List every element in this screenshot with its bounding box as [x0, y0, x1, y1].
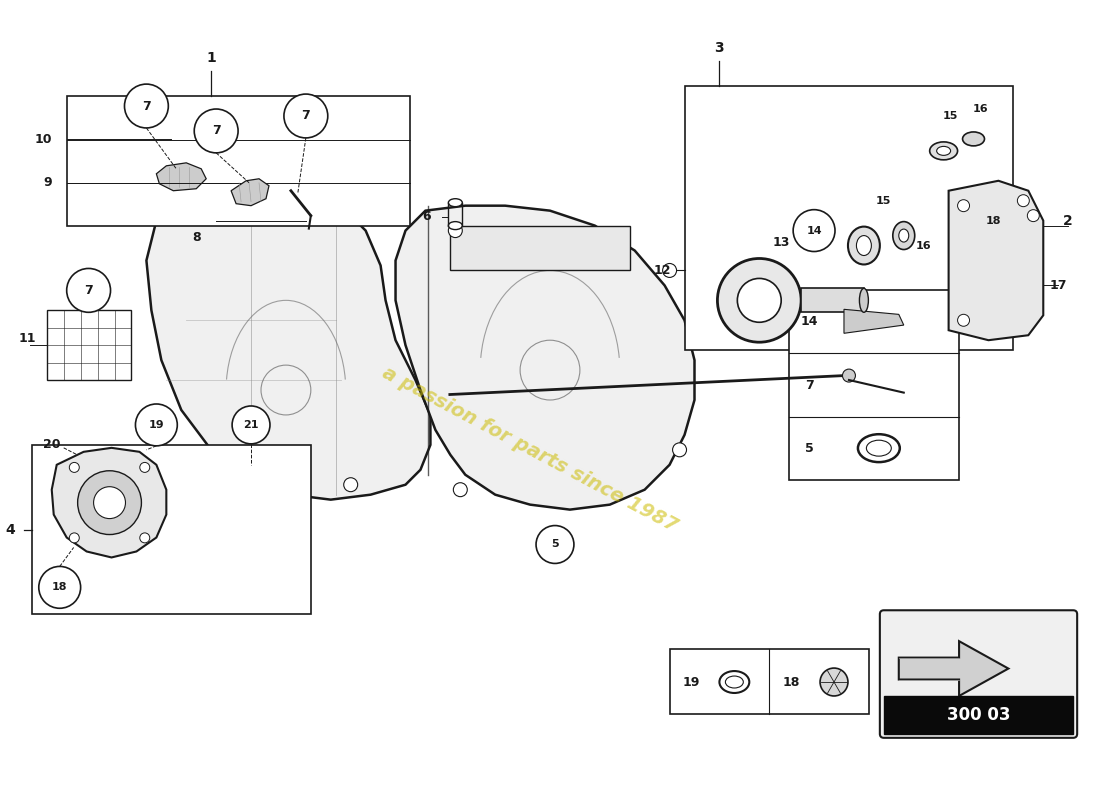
Ellipse shape	[449, 222, 462, 230]
Bar	[450, 226, 629, 270]
Circle shape	[39, 566, 80, 608]
Bar	[67, 96, 410, 226]
Circle shape	[449, 224, 462, 238]
Circle shape	[94, 486, 125, 518]
Text: 7: 7	[805, 378, 814, 391]
Text: 2: 2	[1064, 214, 1074, 228]
Ellipse shape	[857, 235, 871, 255]
Text: 21: 21	[243, 420, 258, 430]
Text: 18: 18	[782, 675, 800, 689]
Text: 19: 19	[148, 420, 164, 430]
Bar	[684, 86, 1013, 350]
Text: 13: 13	[772, 236, 790, 249]
Circle shape	[843, 369, 856, 382]
Circle shape	[140, 462, 150, 472]
Polygon shape	[231, 178, 270, 206]
Circle shape	[793, 210, 835, 251]
Polygon shape	[156, 163, 206, 190]
Text: parts: parts	[776, 202, 923, 250]
Text: 1: 1	[207, 51, 216, 65]
Polygon shape	[146, 186, 430, 500]
Circle shape	[672, 443, 686, 457]
Bar	[670, 649, 869, 714]
Circle shape	[140, 533, 150, 543]
Polygon shape	[948, 181, 1043, 340]
Ellipse shape	[962, 132, 984, 146]
Text: 11: 11	[18, 332, 35, 345]
Circle shape	[284, 94, 328, 138]
Circle shape	[662, 263, 676, 278]
Text: 7: 7	[142, 99, 151, 113]
Text: 20: 20	[43, 438, 60, 451]
Circle shape	[958, 314, 969, 326]
Ellipse shape	[449, 198, 462, 206]
Ellipse shape	[848, 226, 880, 265]
Ellipse shape	[930, 142, 958, 160]
Text: since 1987: since 1987	[798, 258, 881, 273]
Text: 14: 14	[801, 315, 817, 329]
Circle shape	[453, 482, 468, 497]
Circle shape	[339, 209, 353, 222]
Polygon shape	[899, 641, 1009, 696]
Text: euro: euro	[755, 157, 883, 205]
Bar	[801, 288, 864, 312]
Ellipse shape	[899, 229, 909, 242]
Text: 3: 3	[715, 42, 724, 55]
Text: 7: 7	[85, 284, 94, 297]
Bar	[47, 310, 132, 380]
Ellipse shape	[821, 668, 848, 696]
Circle shape	[124, 84, 168, 128]
Text: 19: 19	[683, 675, 701, 689]
Bar	[32, 445, 311, 614]
Circle shape	[78, 470, 142, 534]
Text: 10: 10	[34, 133, 52, 146]
Circle shape	[135, 404, 177, 446]
Circle shape	[169, 209, 184, 222]
Circle shape	[737, 278, 781, 322]
Text: 4: 4	[6, 522, 14, 537]
Ellipse shape	[859, 288, 868, 312]
Text: 12: 12	[653, 264, 671, 277]
FancyBboxPatch shape	[880, 610, 1077, 738]
Bar	[789, 290, 958, 480]
Circle shape	[232, 406, 270, 444]
Text: 8: 8	[191, 231, 200, 244]
Circle shape	[69, 462, 79, 472]
Text: 18: 18	[52, 582, 67, 592]
Circle shape	[536, 526, 574, 563]
Text: 5: 5	[551, 539, 559, 550]
Circle shape	[958, 200, 969, 212]
Text: 300 03: 300 03	[947, 706, 1010, 724]
Polygon shape	[396, 206, 694, 510]
Text: 16: 16	[972, 104, 988, 114]
Polygon shape	[844, 310, 904, 334]
Circle shape	[343, 478, 358, 492]
Text: a passion for parts since 1987: a passion for parts since 1987	[379, 363, 681, 536]
Text: 6: 6	[421, 210, 430, 223]
Circle shape	[717, 258, 801, 342]
Ellipse shape	[725, 676, 744, 688]
Circle shape	[1027, 210, 1040, 222]
Text: 7: 7	[301, 110, 310, 122]
Text: 15: 15	[876, 196, 891, 206]
Text: 15: 15	[943, 111, 958, 121]
Circle shape	[972, 200, 1014, 242]
Circle shape	[195, 109, 238, 153]
Bar	[883, 696, 1074, 734]
Text: 17: 17	[1049, 279, 1067, 292]
Circle shape	[69, 533, 79, 543]
Ellipse shape	[893, 222, 915, 250]
Circle shape	[179, 468, 194, 482]
Circle shape	[67, 269, 110, 312]
Ellipse shape	[867, 440, 891, 456]
Text: 5: 5	[805, 442, 814, 454]
Polygon shape	[52, 448, 166, 558]
Ellipse shape	[937, 146, 950, 155]
Text: 16: 16	[916, 241, 932, 250]
Text: 14: 14	[806, 226, 822, 235]
Circle shape	[1018, 194, 1030, 206]
Text: 18: 18	[986, 216, 1001, 226]
Text: 7: 7	[212, 125, 220, 138]
Text: 9: 9	[43, 176, 52, 190]
